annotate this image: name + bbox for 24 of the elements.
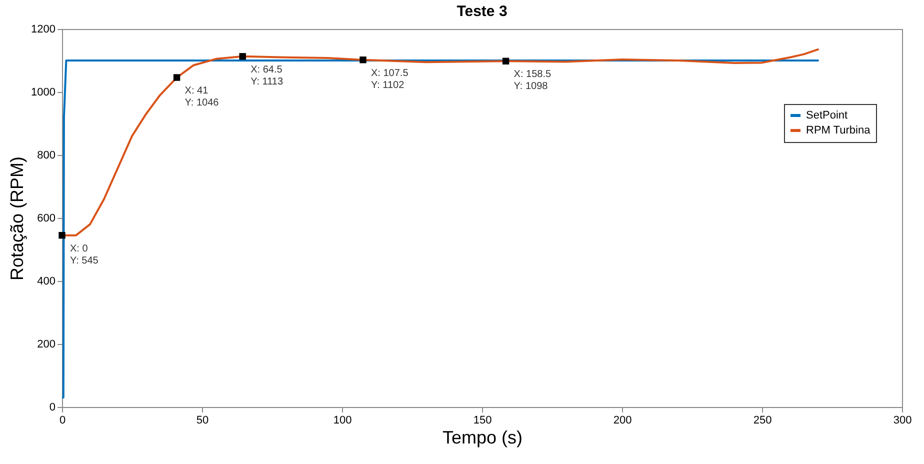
chart-title: Teste 3 <box>456 3 508 20</box>
y-tick-label: 800 <box>37 150 56 162</box>
y-axis-title: Rotação (RPM) <box>7 156 28 281</box>
x-axis-title: Tempo (s) <box>442 428 523 448</box>
y-tick-label: 0 <box>49 402 56 414</box>
legend-label: SetPoint <box>806 110 848 122</box>
y-tick-label: 200 <box>37 338 56 350</box>
y-tick-label: 600 <box>37 212 56 224</box>
annotation: X: 107.5 Y: 1102 <box>371 68 409 91</box>
legend-label: RPM Turbina <box>806 124 872 136</box>
y-tick-label: 1000 <box>31 86 56 98</box>
x-tick-label: 150 <box>473 414 492 426</box>
annotation: X: 41 Y: 1046 <box>184 86 220 109</box>
x-tick-label: 200 <box>613 414 632 426</box>
x-tick-label: 250 <box>753 414 772 426</box>
annotation: X: 158.5 Y: 1098 <box>514 69 552 92</box>
x-tick-label: 0 <box>59 414 66 426</box>
x-tick-label: 50 <box>196 414 209 426</box>
x-tick-label: 300 <box>893 414 912 426</box>
y-tick-label: 1200 <box>31 24 56 36</box>
y-tick-label: 400 <box>37 276 56 288</box>
annotation: X: 64.5 Y: 1113 <box>250 64 284 88</box>
x-tick-label: 100 <box>333 414 352 426</box>
annotation: X: 0 Y: 545 <box>70 243 99 266</box>
